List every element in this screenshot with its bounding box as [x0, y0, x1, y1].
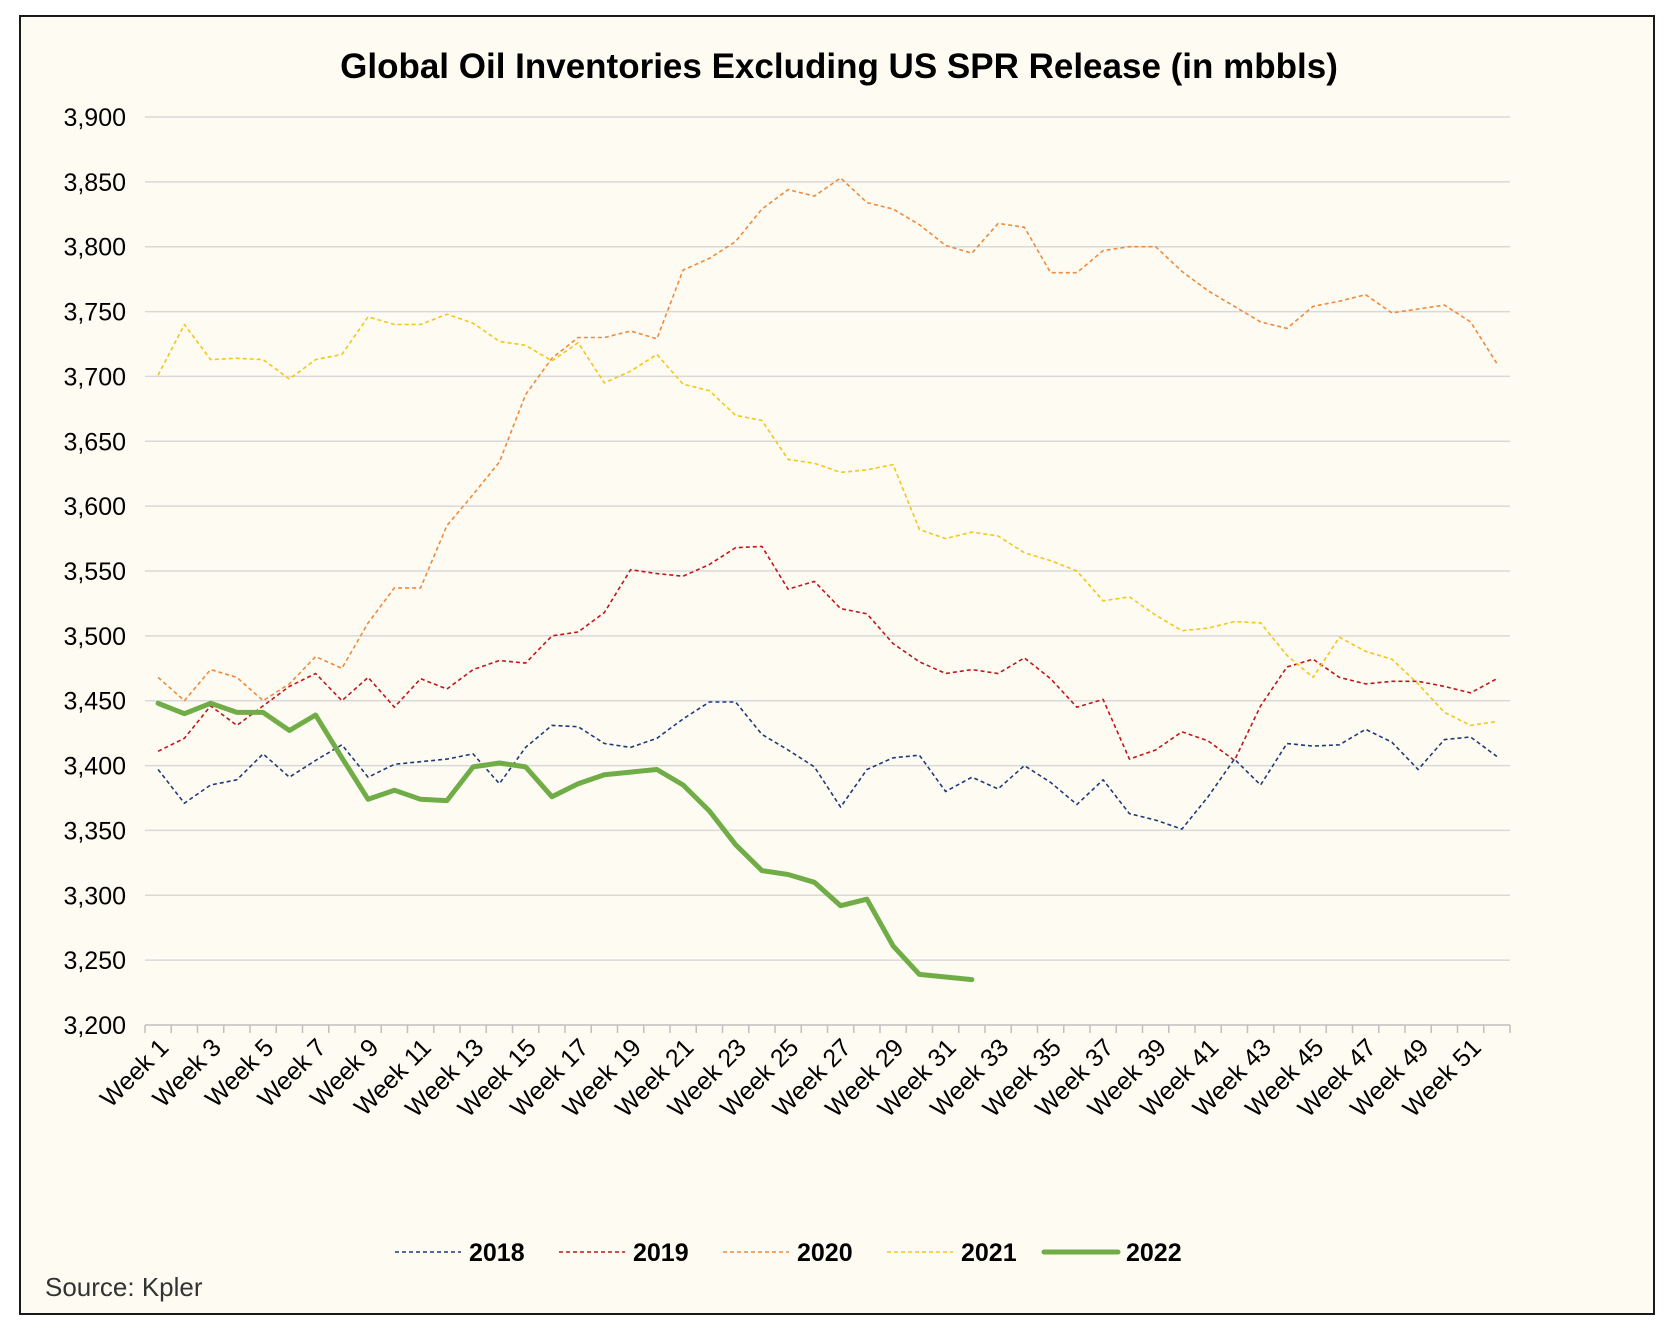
line-chart: 3,200 3,250 3,300 3,350 3,400 3,450 3,500 3,550…	[63, 104, 1511, 1267]
y-tick-label: 3,550	[63, 558, 126, 586]
series-line-2018	[157, 701, 1498, 830]
legend-label-2019: 2019	[633, 1239, 689, 1267]
y-tick-label: 3,250	[63, 947, 126, 975]
y-tick-label: 3,300	[63, 882, 126, 910]
y-tick-label: 3,350	[63, 817, 126, 845]
legend-label-2021: 2021	[961, 1239, 1017, 1267]
series-line-2022	[155, 700, 975, 983]
legend-label-2020: 2020	[797, 1239, 853, 1267]
y-tick-label: 3,650	[63, 428, 126, 456]
y-tick-label: 3,400	[63, 753, 126, 781]
legend-label-2022: 2022	[1126, 1239, 1182, 1267]
y-tick-label: 3,900	[63, 104, 126, 132]
y-tick-label: 3,450	[63, 688, 126, 716]
y-tick-label: 3,850	[63, 169, 126, 197]
chart-frame: Global Oil Inventories Excluding US SPR …	[19, 15, 1655, 1315]
series-line-2021	[157, 313, 1498, 727]
y-tick-label: 3,700	[63, 363, 126, 391]
y-tick-label: 3,600	[63, 493, 126, 521]
y-tick-label: 3,200	[63, 1012, 126, 1040]
series-line-2020	[157, 177, 1498, 702]
y-tick-label: 3,500	[63, 623, 126, 651]
series-line-2019	[157, 545, 1498, 762]
chart-title: Global Oil Inventories Excluding US SPR …	[340, 47, 1338, 86]
source-note: Source: Kpler	[45, 1272, 203, 1302]
y-tick-label: 3,750	[63, 299, 126, 327]
y-tick-label: 3,800	[63, 234, 126, 262]
legend-label-2018: 2018	[469, 1239, 525, 1267]
